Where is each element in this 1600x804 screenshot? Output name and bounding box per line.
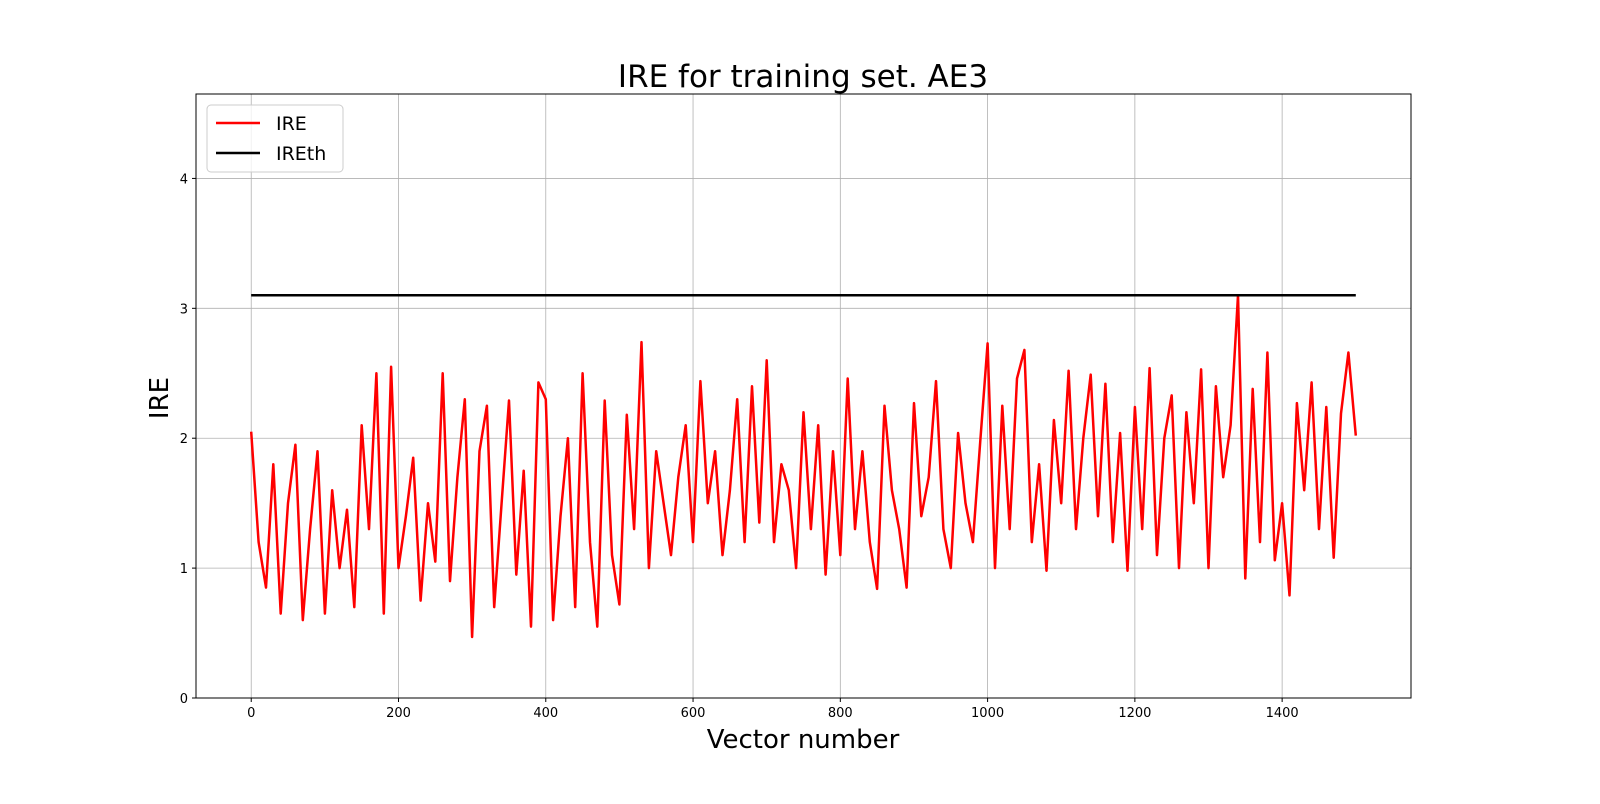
y-axis-ticks: 0 1 2 3 4 [180, 172, 196, 707]
x-tick-label: 600 [681, 706, 706, 721]
x-tick-label: 1000 [971, 706, 1004, 721]
y-tick-label: 4 [180, 172, 188, 187]
plot-frame [195, 93, 1412, 699]
series-lines [249, 294, 1358, 639]
y-axis-label: IRE [145, 377, 175, 419]
legend: IRE IREth [206, 104, 344, 173]
y-tick-label: 2 [180, 432, 188, 447]
y-tick-label: 1 [180, 562, 188, 577]
x-tick-label: 800 [828, 706, 853, 721]
x-tick-label: 400 [533, 706, 558, 721]
y-tick-label: 0 [180, 692, 188, 707]
x-tick-label: 1200 [1118, 706, 1151, 721]
x-axis-ticks: 0 200 400 600 800 1000 1200 1400 [247, 698, 1299, 721]
series-line-ire [249, 294, 1358, 639]
x-tick-label: 1400 [1266, 706, 1299, 721]
x-axis-label: Vector number [707, 725, 900, 755]
legend-label-ire: IRE [276, 113, 307, 135]
x-tick-label: 0 [247, 706, 255, 721]
x-tick-label: 200 [386, 706, 411, 721]
legend-label-ireth: IREth [276, 143, 326, 165]
chart-title: IRE for training set. AE3 [618, 59, 988, 95]
y-tick-label: 3 [180, 302, 188, 317]
